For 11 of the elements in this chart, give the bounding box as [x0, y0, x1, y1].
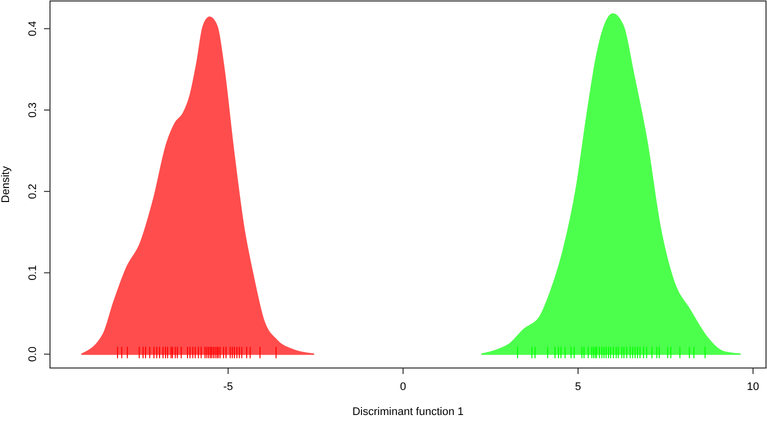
y-tick-label: 0.3	[27, 102, 39, 118]
y-axis-title: Density	[0, 166, 12, 203]
y-tick-label: 0.0	[27, 346, 39, 362]
y-tick-label: 0.2	[27, 184, 39, 200]
y-tick-label: 0.1	[27, 265, 39, 280]
x-axis-title: Discriminant function 1	[352, 406, 464, 418]
y-tick-label: 0.4	[27, 21, 39, 36]
x-tick-label: 10	[746, 381, 760, 393]
x-tick-label: 5	[575, 381, 582, 393]
x-tick-label: 0	[400, 381, 406, 393]
x-tick-label: -5	[223, 381, 234, 393]
